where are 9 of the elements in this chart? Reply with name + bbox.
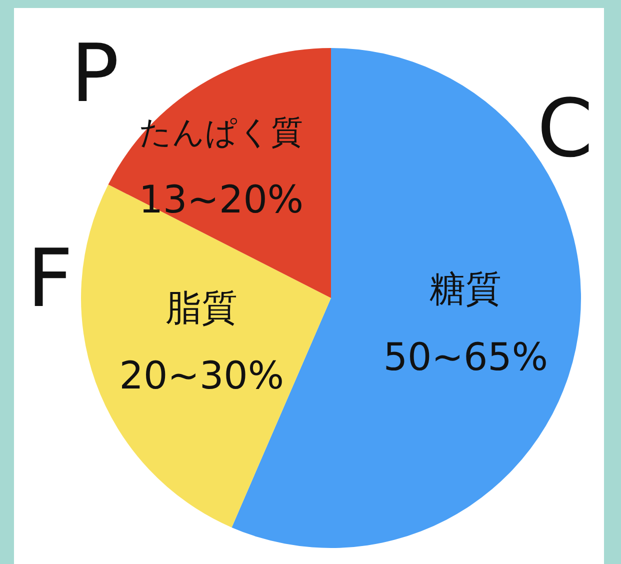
text: 20~30% <box>119 353 284 398</box>
text: F <box>26 232 74 325</box>
text: P <box>70 26 120 120</box>
text: C <box>537 82 593 175</box>
text: 50~65% <box>383 334 548 379</box>
slice-label: 脂質 <box>166 288 238 329</box>
text: 13~20% <box>138 178 304 222</box>
slice-label: 糖質 <box>430 269 502 310</box>
slice-label: たんぱく質 <box>139 113 304 152</box>
